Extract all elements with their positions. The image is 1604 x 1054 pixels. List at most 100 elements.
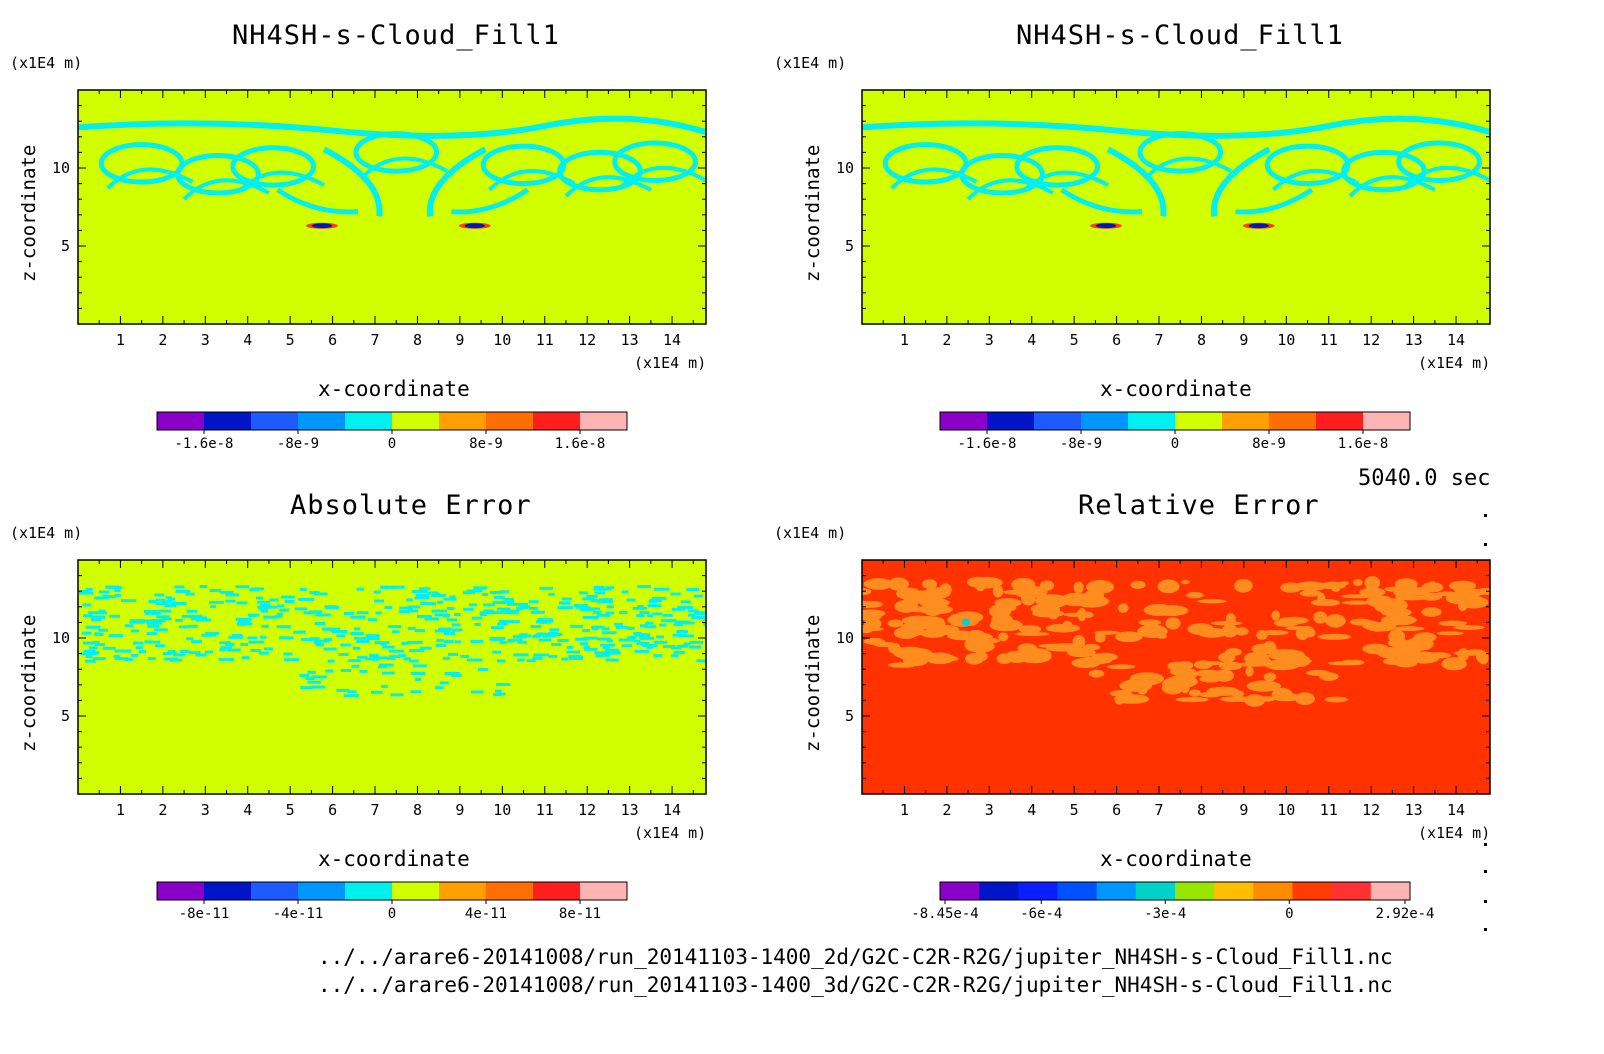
error-speckle: [662, 645, 676, 649]
y-tick-label: 5: [845, 707, 854, 725]
error-speckle: [649, 599, 663, 603]
x-tick-label: 13: [1405, 801, 1423, 819]
error-blotch: [1353, 578, 1363, 587]
colorbar-segment: [1363, 412, 1411, 430]
error-blotch: [1235, 627, 1249, 636]
error-blotch: [1066, 648, 1096, 658]
x-tick-label: 2: [942, 331, 951, 349]
colorbar-label: -6e-4: [1020, 906, 1062, 922]
error-speckle: [542, 634, 557, 638]
x-tick-label: 9: [1239, 331, 1248, 349]
y-tick-label: 5: [845, 237, 854, 255]
cloud-arm: [276, 187, 359, 215]
error-speckle: [324, 627, 340, 631]
error-speckle: [340, 668, 352, 672]
error-speckle: [204, 650, 214, 654]
error-blotch: [1349, 618, 1373, 626]
error-blotch: [1393, 626, 1425, 632]
colorbar-segment: [204, 412, 252, 430]
error-speckle: [517, 640, 528, 644]
colorbar-label: 8e-9: [469, 436, 503, 452]
error-blotch: [1094, 632, 1106, 643]
error-speckle: [645, 621, 654, 625]
x-tick-label: 14: [1447, 331, 1465, 349]
cloud-swirl-tail: [1021, 170, 1110, 193]
error-blotch: [1091, 652, 1118, 662]
error-speckle: [280, 595, 295, 599]
error-speckle: [586, 607, 601, 611]
x-tick-label: 2: [158, 801, 167, 819]
error-speckle: [381, 585, 389, 589]
error-speckle: [81, 631, 92, 635]
anomaly-spot: [1095, 223, 1116, 229]
error-speckle: [444, 672, 460, 676]
error-speckle: [392, 630, 400, 634]
error-speckle: [702, 612, 706, 616]
colorbar-segment: [580, 882, 628, 900]
error-blotch: [1339, 659, 1365, 666]
error-blotch: [1072, 634, 1086, 649]
x-tick-label: 5: [1070, 801, 1079, 819]
error-speckle: [297, 630, 306, 634]
x-tick-label: 12: [1362, 331, 1380, 349]
error-speckle: [231, 634, 243, 638]
error-speckle: [555, 632, 563, 636]
error-blotch: [1225, 648, 1242, 656]
colorbar-segment: [392, 882, 440, 900]
error-speckle: [676, 633, 687, 637]
error-speckle: [102, 646, 116, 650]
error-speckle: [424, 617, 439, 621]
colorbar-segment: [940, 412, 988, 430]
error-blotch: [965, 653, 984, 665]
x-tick-label: 8: [413, 801, 422, 819]
error-speckle: [305, 677, 315, 681]
x-tick-label: 3: [201, 331, 210, 349]
colorbar-label: 0: [1285, 906, 1293, 922]
error-speckle: [369, 654, 379, 658]
plot-field: [862, 576, 1490, 707]
edge-dot: [1484, 928, 1487, 931]
error-speckle: [412, 590, 428, 594]
x-tick-label: 12: [578, 331, 596, 349]
error-speckle: [443, 597, 457, 601]
error-speckle: [605, 611, 615, 615]
error-speckle: [354, 627, 361, 631]
error-speckle: [374, 641, 390, 645]
y-tick-label: 10: [52, 629, 70, 647]
x-tick-label: 4: [1027, 331, 1036, 349]
error-blotch: [967, 576, 990, 588]
error-blotch: [1256, 629, 1268, 640]
error-blotch: [862, 624, 874, 634]
error-speckle: [263, 615, 279, 619]
error-speckle: [446, 606, 455, 610]
error-blotch: [1221, 624, 1238, 638]
error-blotch: [1272, 693, 1302, 702]
error-speckle: [161, 617, 172, 621]
error-speckle: [257, 605, 272, 609]
error-speckle: [355, 615, 364, 619]
error-speckle: [549, 628, 560, 632]
error-speckle: [165, 596, 173, 600]
error-speckle: [448, 652, 459, 656]
colorbar-segment: [1135, 882, 1176, 900]
error-speckle: [470, 690, 484, 694]
error-speckle: [435, 686, 444, 690]
colorbar-segment: [486, 412, 534, 430]
time-label: 5040.0 sec: [1358, 466, 1491, 491]
error-blotch: [1413, 632, 1437, 643]
error-blotch: [1030, 603, 1061, 615]
cloud-swirl: [1014, 145, 1101, 188]
error-speckle: [370, 690, 383, 694]
error-speckle: [185, 592, 195, 596]
outlier-spot: [961, 618, 970, 627]
error-speckle: [388, 649, 405, 653]
error-speckle: [627, 636, 636, 640]
error-speckle: [113, 654, 121, 658]
error-speckle: [135, 646, 143, 650]
error-speckle: [106, 595, 116, 599]
cloud-swirl-tail: [890, 167, 978, 190]
error-speckle: [471, 616, 483, 620]
error-blotch: [1303, 628, 1316, 638]
x-tick-label: 7: [371, 331, 380, 349]
